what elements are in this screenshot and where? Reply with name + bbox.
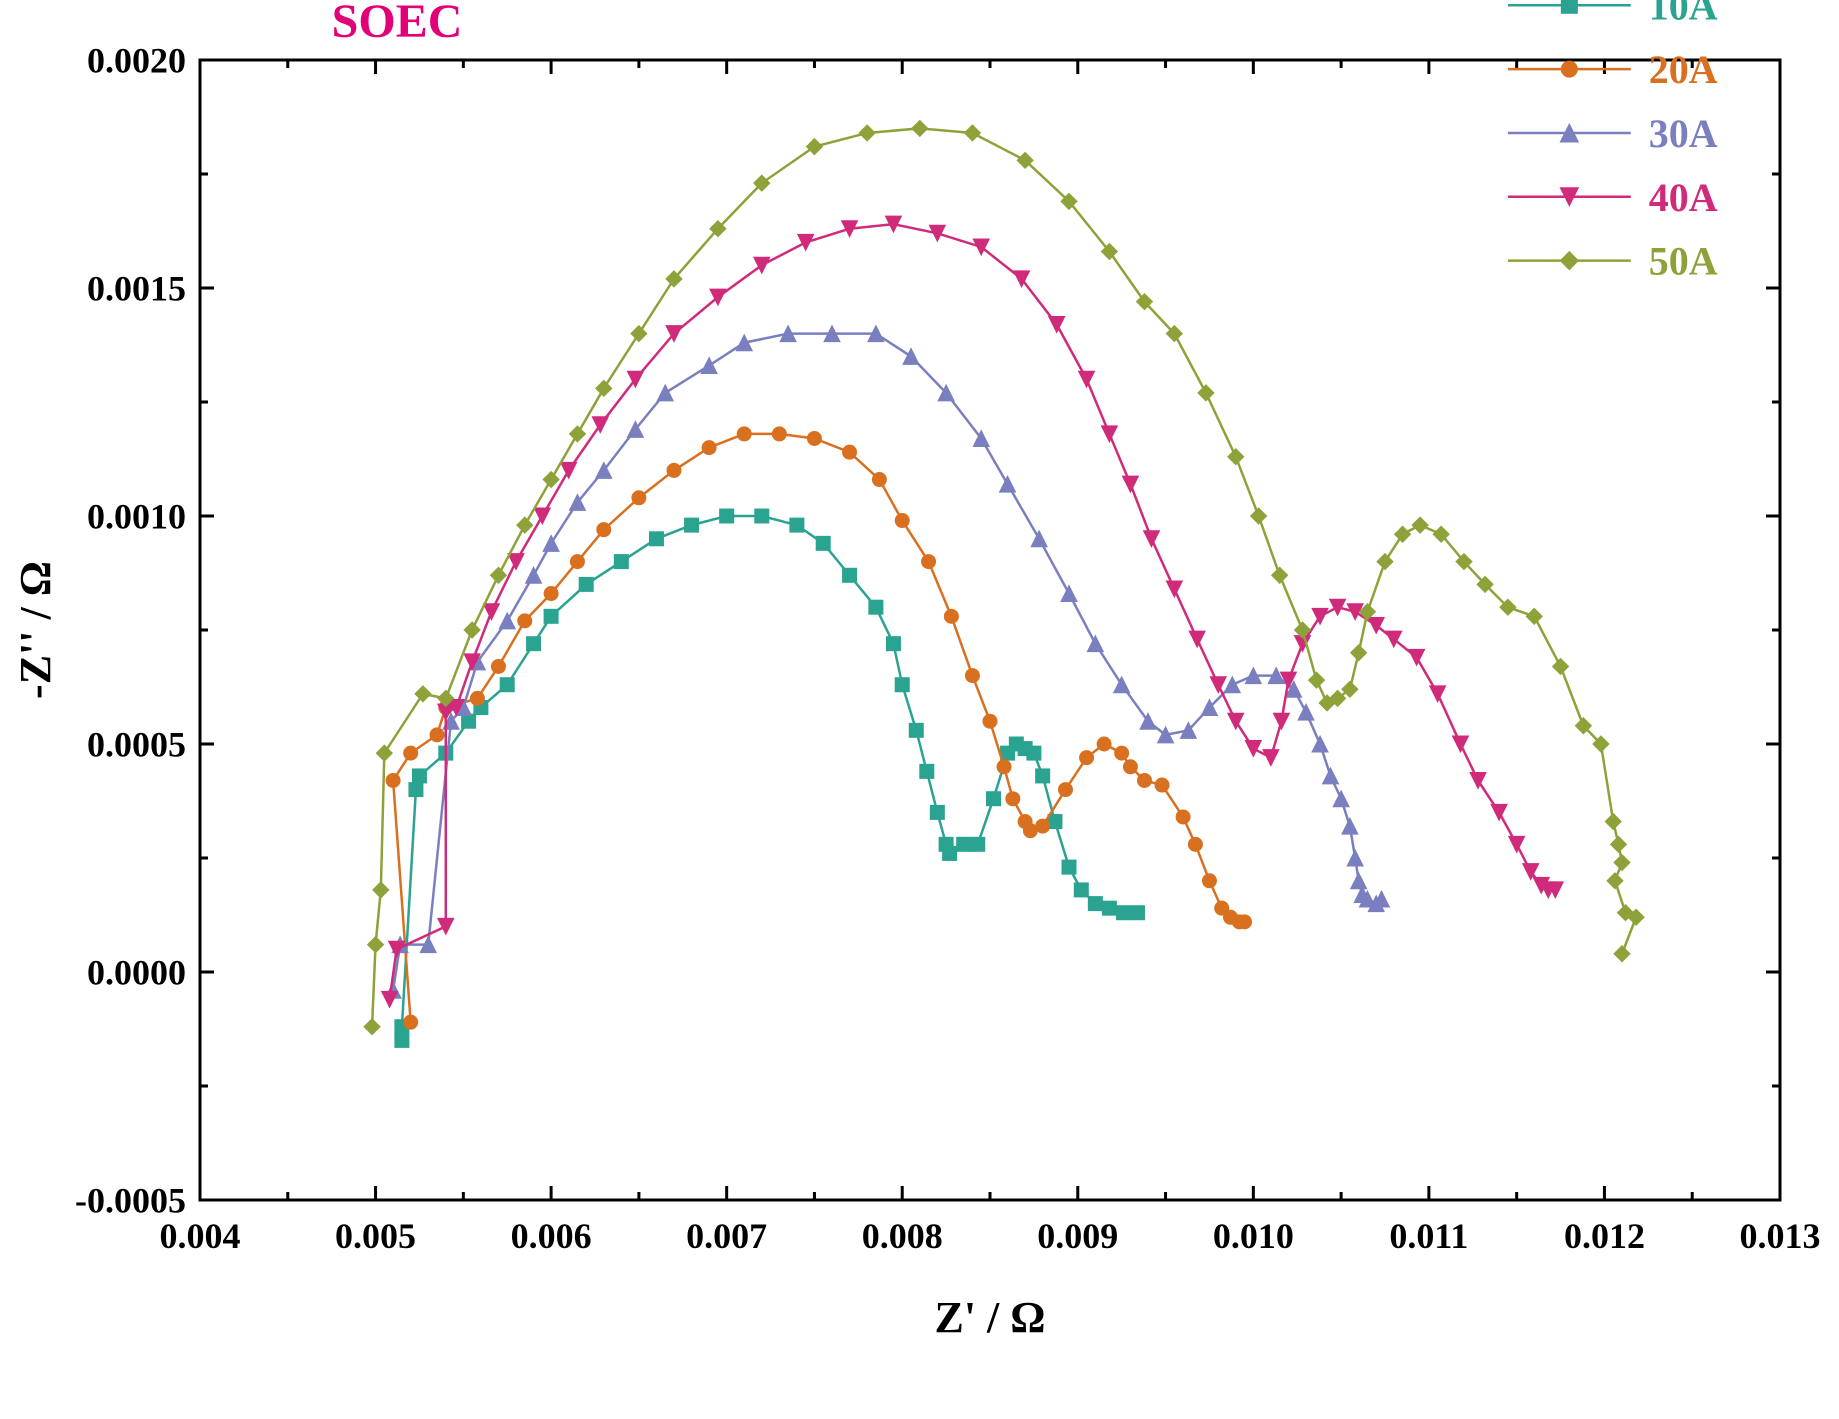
- x-tick-label: 0.013: [1740, 1216, 1821, 1256]
- y-tick-label: 0.0000: [87, 953, 186, 993]
- x-axis-title: Z' / Ω: [934, 1293, 1045, 1342]
- x-tick-label: 0.008: [862, 1216, 943, 1256]
- legend-label: 20A: [1649, 47, 1718, 92]
- legend-label: 10A: [1649, 0, 1718, 28]
- y-axis-title: -Z'' / Ω: [11, 561, 60, 699]
- chart-svg: 0.004 0.005 0.006 0.007 0.008 0.009 0.010 0.011…: [0, 0, 1839, 1419]
- x-tick-label: 0.010: [1213, 1216, 1294, 1256]
- legend-label: 30A: [1649, 111, 1718, 156]
- x-tick-label: 0.007: [686, 1216, 767, 1256]
- annotation-soec: SOEC: [332, 0, 463, 48]
- x-tick-label: 0.011: [1389, 1216, 1468, 1256]
- legend-label: 50A: [1649, 239, 1718, 284]
- nyquist-chart: 0.004 0.005 0.006 0.007 0.008 0.009 0.010 0.011…: [0, 0, 1839, 1419]
- legend-label: 40A: [1649, 175, 1718, 220]
- x-tick-label: 0.006: [511, 1216, 592, 1256]
- y-tick-label: -0.0005: [75, 1181, 186, 1221]
- y-tick-label: 0.0005: [87, 725, 186, 765]
- y-tick-label: 0.0015: [87, 269, 186, 309]
- y-tick-label: 0.0020: [87, 41, 186, 81]
- x-tick-label: 0.009: [1037, 1216, 1118, 1256]
- x-tick-label: 0.012: [1564, 1216, 1645, 1256]
- y-tick-label: 0.0010: [87, 497, 186, 537]
- x-tick-label: 0.005: [335, 1216, 416, 1256]
- x-tick-label: 0.004: [160, 1216, 241, 1256]
